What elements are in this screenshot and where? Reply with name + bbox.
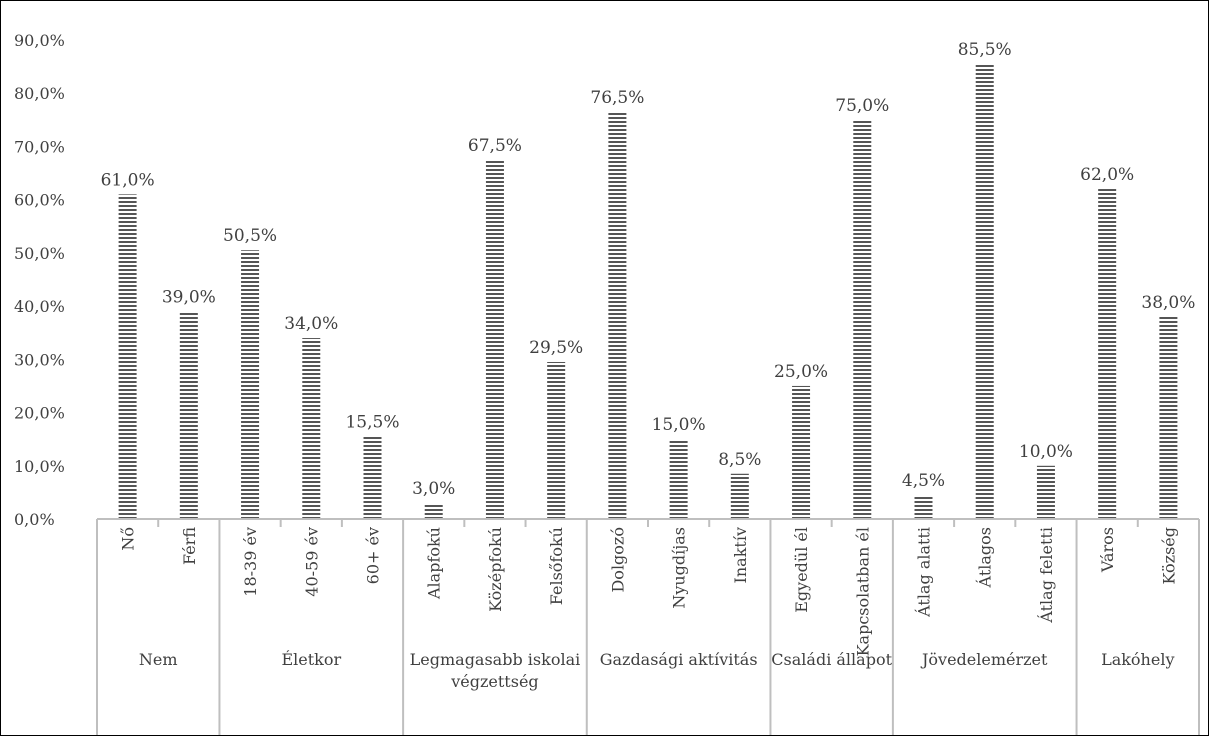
data-label: 3,0% <box>412 479 455 499</box>
category-label: 40-59 év <box>302 527 321 597</box>
bar <box>608 111 627 519</box>
group-label: Legmagasabb iskolai végzettség <box>410 650 581 691</box>
group-label: Lakóhely <box>1101 650 1174 669</box>
bar <box>302 338 321 519</box>
data-label: 38,0% <box>1141 293 1195 313</box>
bar <box>730 473 749 519</box>
bar <box>1159 316 1178 519</box>
data-label: 39,0% <box>162 287 216 307</box>
category-label: Kapcsolatban él <box>853 527 872 656</box>
data-label: 15,0% <box>652 415 706 435</box>
bar <box>547 361 566 519</box>
y-tick-label: 30,0% <box>14 350 65 369</box>
category-label: Dolgozó <box>608 527 627 593</box>
data-label: 75,0% <box>835 96 889 116</box>
category-label: Egyedül él <box>792 527 811 613</box>
category-label: Nyugdíjas <box>670 527 689 609</box>
group-label: Életkor <box>281 649 341 669</box>
y-tick-label: 0,0% <box>14 510 55 529</box>
category-label: 60+ év <box>364 527 383 584</box>
bar <box>669 439 688 519</box>
category-label: Alapfokú <box>425 527 444 600</box>
data-label: 25,0% <box>774 362 828 382</box>
data-label: 29,5% <box>529 338 583 358</box>
y-tick-label: 50,0% <box>14 244 65 263</box>
x-axis: Nő Férfi Nem 18-39 év 40-59 év 60+ év Életkor A… <box>96 518 1200 735</box>
y-axis: 0,0% 10,0% 20,0% 30,0% 40,0% 50,0% 60,0% 70,0% 8… <box>14 31 65 529</box>
data-label: 61,0% <box>101 170 155 190</box>
category-label: Város <box>1098 527 1117 573</box>
category-label: Nő <box>119 527 138 551</box>
bar <box>179 311 198 519</box>
bar <box>1036 465 1055 519</box>
data-label: 10,0% <box>1019 442 1073 462</box>
category-label: 18-39 év <box>241 527 260 597</box>
y-tick-label: 20,0% <box>14 404 65 423</box>
category-label: Átlag alatti <box>914 527 934 618</box>
bar <box>792 385 811 519</box>
data-label: 34,0% <box>284 314 338 334</box>
data-label: 67,5% <box>468 136 522 156</box>
bar <box>241 250 260 519</box>
data-label: 8,5% <box>718 450 761 470</box>
category-label: Inaktív <box>731 527 750 583</box>
y-tick-label: 40,0% <box>14 297 65 316</box>
bar <box>485 159 504 519</box>
category-label: Férfi <box>180 527 199 565</box>
category-label: Átlagos <box>975 527 995 588</box>
category-label: Átlag feletti <box>1036 527 1056 624</box>
category-label: Község <box>1159 527 1178 585</box>
group-label: Családi állapot <box>771 650 892 669</box>
group-label: Nem <box>139 650 178 669</box>
bar <box>853 119 872 519</box>
bar <box>975 63 994 519</box>
category-label: Középfokú <box>486 527 505 612</box>
y-tick-label: 10,0% <box>14 457 65 476</box>
data-label: 76,5% <box>590 88 644 108</box>
bar <box>118 194 137 519</box>
bars: 61,0% 39,0% 50,5% 34,0% 15,5% 3,0% 67,5% 29,5% 7… <box>101 40 1195 519</box>
y-tick-label: 90,0% <box>14 31 65 50</box>
y-tick-label: 80,0% <box>14 84 65 103</box>
data-label: 15,5% <box>345 413 399 433</box>
data-label: 85,5% <box>958 40 1012 60</box>
bar <box>914 495 933 519</box>
group-label: Jövedelemérzet <box>920 650 1048 669</box>
data-label: 62,0% <box>1080 165 1134 185</box>
bar <box>424 503 443 519</box>
y-tick-label: 60,0% <box>14 191 65 210</box>
bar <box>1098 189 1117 519</box>
category-label: Felsőfokú <box>547 527 566 605</box>
y-tick-label: 70,0% <box>14 137 65 156</box>
group-label: Gazdasági aktívitás <box>600 650 758 669</box>
data-label: 50,5% <box>223 226 277 246</box>
bar <box>363 436 382 519</box>
data-label: 4,5% <box>902 471 945 491</box>
